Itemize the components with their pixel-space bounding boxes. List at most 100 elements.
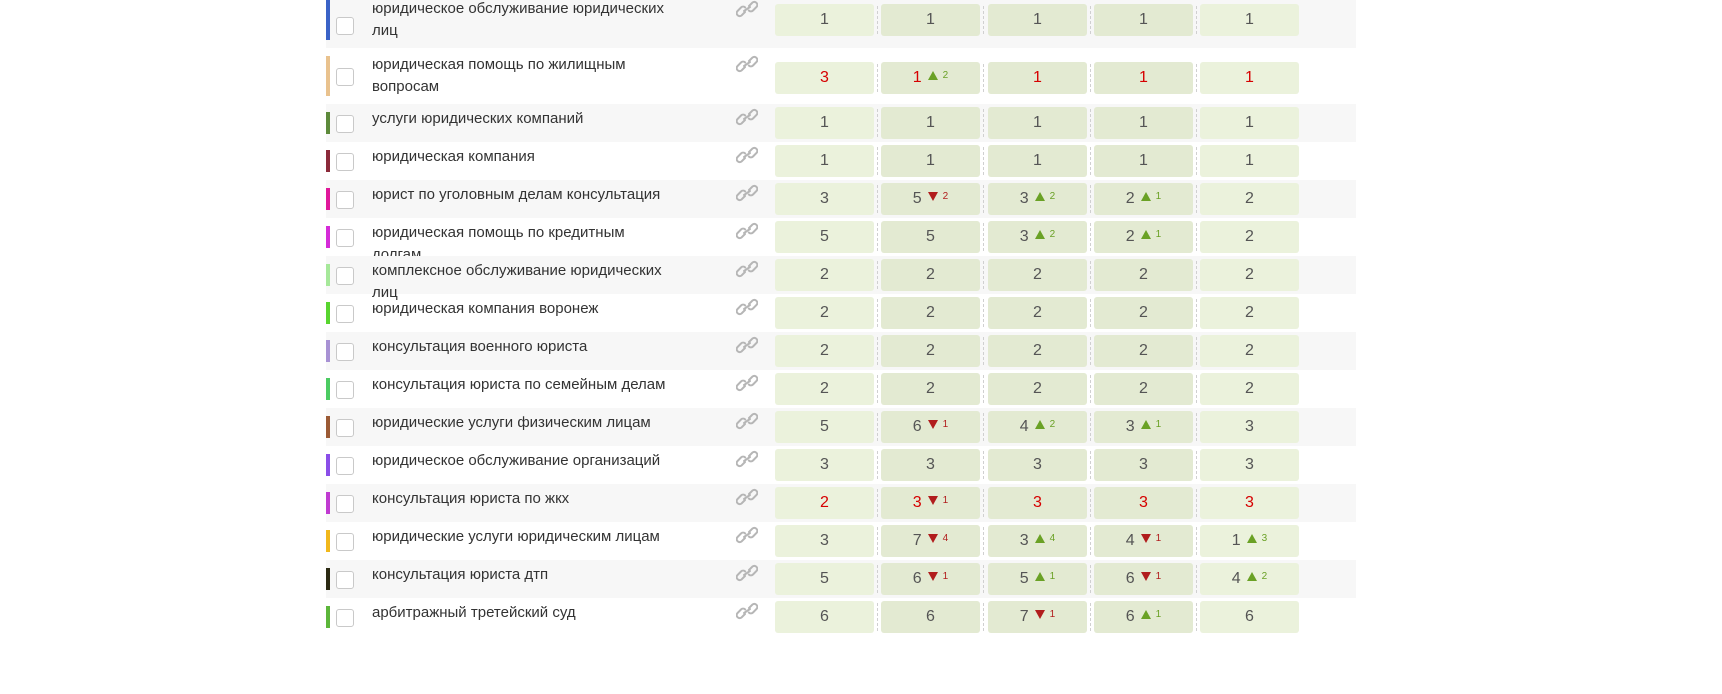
position-value: 7: [1019, 608, 1029, 625]
position-change-value: 4: [942, 533, 949, 544]
arrow-up-icon: [1140, 609, 1151, 619]
table-row: юридическое обслуживание организаций 3 3 3 3…: [326, 446, 1356, 484]
row-checkbox[interactable]: [336, 68, 354, 86]
position-value: 2: [1245, 342, 1254, 359]
table-row: юридические услуги юридическим лицам 3 7 4 3…: [326, 522, 1356, 560]
link-icon[interactable]: [735, 450, 759, 468]
position-change-up: 1: [1140, 219, 1161, 251]
row-checkbox[interactable]: [336, 533, 354, 551]
position-value: 1: [820, 114, 829, 131]
arrow-down-icon: [1034, 609, 1045, 619]
position-value: 5: [926, 228, 935, 245]
link-icon[interactable]: [735, 184, 759, 202]
position-cell: 2: [775, 487, 878, 519]
position-value: 2: [926, 304, 935, 321]
position-change-value: 1: [1155, 609, 1162, 620]
position-cell: 1: [1200, 107, 1299, 139]
row-checkbox[interactable]: [336, 17, 354, 35]
position-cell: 2: [881, 373, 984, 405]
row-checkbox[interactable]: [336, 305, 354, 323]
link-icon[interactable]: [735, 108, 759, 126]
position-value: 2: [820, 494, 829, 511]
position-value: 1: [926, 114, 935, 131]
table-row: арбитражный третейский суд 6 6 7 1 6 1 6: [326, 598, 1356, 636]
row-checkbox[interactable]: [336, 229, 354, 247]
position-value: 7: [912, 532, 922, 549]
row-checkbox[interactable]: [336, 609, 354, 627]
position-cell: 1: [988, 107, 1091, 139]
position-value: 1: [1139, 11, 1148, 28]
row-checkbox[interactable]: [336, 571, 354, 589]
link-icon[interactable]: [735, 298, 759, 316]
row-checkbox[interactable]: [336, 267, 354, 285]
link-icon[interactable]: [735, 0, 759, 18]
keyword-color-marker: [326, 150, 330, 172]
link-icon[interactable]: [735, 260, 759, 278]
keyword-name: юридические услуги физическим лицам: [372, 414, 651, 431]
link-icon[interactable]: [735, 412, 759, 430]
position-change-value: 1: [1049, 609, 1056, 620]
table-row: юридические услуги физическим лицам 5 6 1 4 2…: [326, 408, 1356, 446]
position-value: 2: [1139, 342, 1148, 359]
position-cell: 2: [881, 259, 984, 291]
position-value: 2: [926, 342, 935, 359]
position-value: 1: [820, 11, 829, 28]
position-cell: 6: [1200, 601, 1299, 633]
row-checkbox[interactable]: [336, 343, 354, 361]
position-cell: 3: [775, 449, 878, 481]
position-value: 1: [1139, 152, 1148, 169]
position-change-down: 1: [927, 561, 948, 593]
link-icon[interactable]: [735, 146, 759, 164]
arrow-down-icon: [927, 533, 938, 543]
arrow-up-icon: [1140, 229, 1151, 239]
position-value: 2: [1245, 380, 1254, 397]
row-checkbox[interactable]: [336, 115, 354, 133]
position-value: 4: [1231, 570, 1241, 587]
keyword-color-marker: [326, 188, 330, 210]
row-checkbox[interactable]: [336, 495, 354, 513]
position-value: 4: [1125, 532, 1135, 549]
link-icon[interactable]: [735, 488, 759, 506]
row-checkbox[interactable]: [336, 153, 354, 171]
position-cell: 1: [988, 4, 1091, 36]
table-row: юрист по уголовным делам консультация 3 5 2…: [326, 180, 1356, 218]
position-value: 5: [820, 418, 829, 435]
link-icon[interactable]: [735, 222, 759, 240]
position-value: 3: [1019, 532, 1029, 549]
row-checkbox[interactable]: [336, 457, 354, 475]
position-value: 3: [1245, 494, 1254, 511]
arrow-up-icon: [1034, 571, 1045, 581]
link-icon[interactable]: [735, 336, 759, 354]
keyword-name: юридические услуги юридическим лицам: [372, 528, 660, 545]
link-icon[interactable]: [735, 602, 759, 620]
row-checkbox[interactable]: [336, 419, 354, 437]
row-checkbox[interactable]: [336, 381, 354, 399]
position-cell: 1: [1200, 62, 1299, 94]
position-cell: 1: [881, 145, 984, 177]
link-icon[interactable]: [735, 55, 759, 73]
row-checkbox[interactable]: [336, 191, 354, 209]
position-value: 3: [1245, 456, 1254, 473]
position-cell: 2: [1094, 373, 1197, 405]
position-value: 2: [1139, 304, 1148, 321]
link-icon[interactable]: [735, 564, 759, 582]
arrow-down-icon: [927, 191, 938, 201]
position-cell: 2: [775, 297, 878, 329]
position-value: 2: [1245, 304, 1254, 321]
arrow-down-icon: [1140, 571, 1151, 581]
position-cell: 2: [881, 297, 984, 329]
position-cell: 2: [775, 335, 878, 367]
link-icon[interactable]: [735, 374, 759, 392]
arrow-down-icon: [927, 571, 938, 581]
position-cell: 1: [1094, 145, 1197, 177]
position-change-up: 3: [1246, 523, 1267, 555]
position-value: 1: [1033, 69, 1042, 86]
link-icon[interactable]: [735, 526, 759, 544]
